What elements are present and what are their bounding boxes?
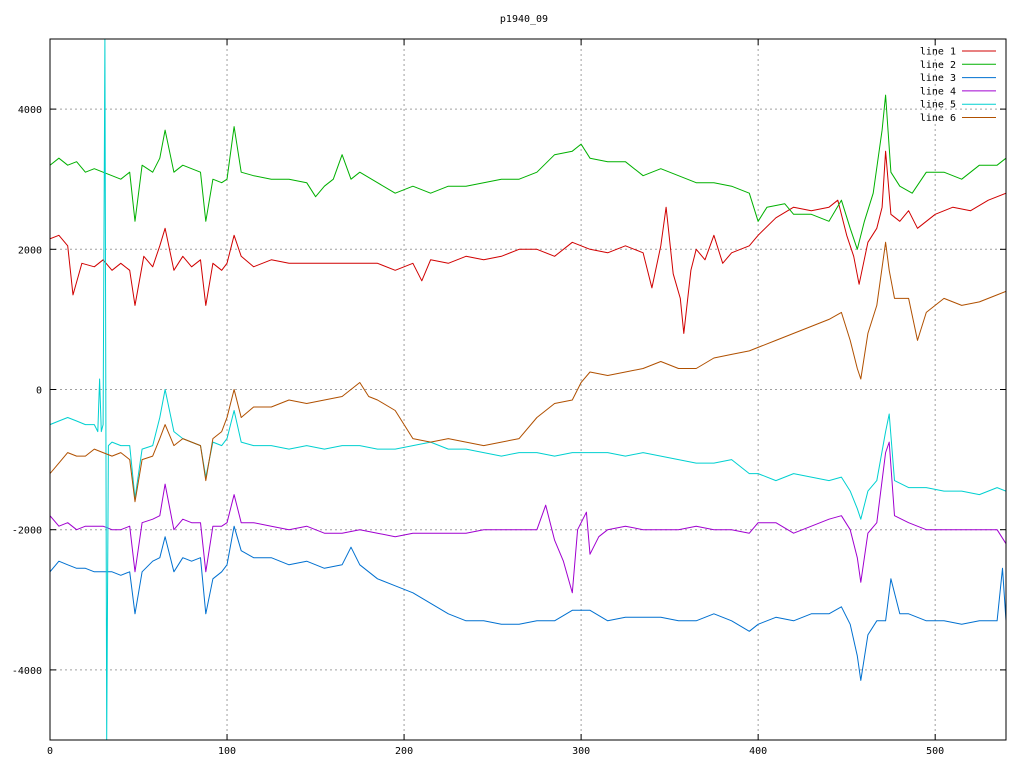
series-line-2 xyxy=(50,94,1006,250)
series-line-3 xyxy=(50,525,1006,681)
series-line-4 xyxy=(50,441,1006,594)
x-tick-label: 0 xyxy=(47,746,53,757)
y-tick-label: 2000 xyxy=(18,245,42,256)
legend: line 1 line 2 line 3 line 4 line 5 line 6 xyxy=(920,47,996,124)
y-tick-label: -4000 xyxy=(12,666,42,677)
y-tick-label: -2000 xyxy=(12,526,42,537)
x-tick-label: 300 xyxy=(572,746,590,757)
series-line-1 xyxy=(50,150,1006,334)
x-tick-label: 400 xyxy=(749,746,767,757)
legend-label: line 1 xyxy=(920,47,956,58)
chart-title: p1940_09 xyxy=(500,14,548,25)
series-line-5 xyxy=(50,39,1006,740)
grid-lines xyxy=(49,39,1006,740)
x-tick-label: 500 xyxy=(926,746,944,757)
plot-series xyxy=(50,39,1006,740)
series-line-6 xyxy=(50,241,1006,503)
legend-label: line 5 xyxy=(920,100,956,111)
axis-ticks: 0 100 200 300 400 500 -4000 -2000 0 2000 4000 xyxy=(12,39,1006,757)
plot-frame xyxy=(49,38,1007,741)
y-tick-label: 4000 xyxy=(18,105,42,116)
x-tick-label: 200 xyxy=(395,746,413,757)
legend-label: line 3 xyxy=(920,73,956,84)
legend-label: line 2 xyxy=(920,60,956,71)
x-tick-label: 100 xyxy=(218,746,236,757)
y-tick-label: 0 xyxy=(36,386,42,397)
legend-label: line 6 xyxy=(920,113,956,124)
legend-label: line 4 xyxy=(920,86,956,97)
